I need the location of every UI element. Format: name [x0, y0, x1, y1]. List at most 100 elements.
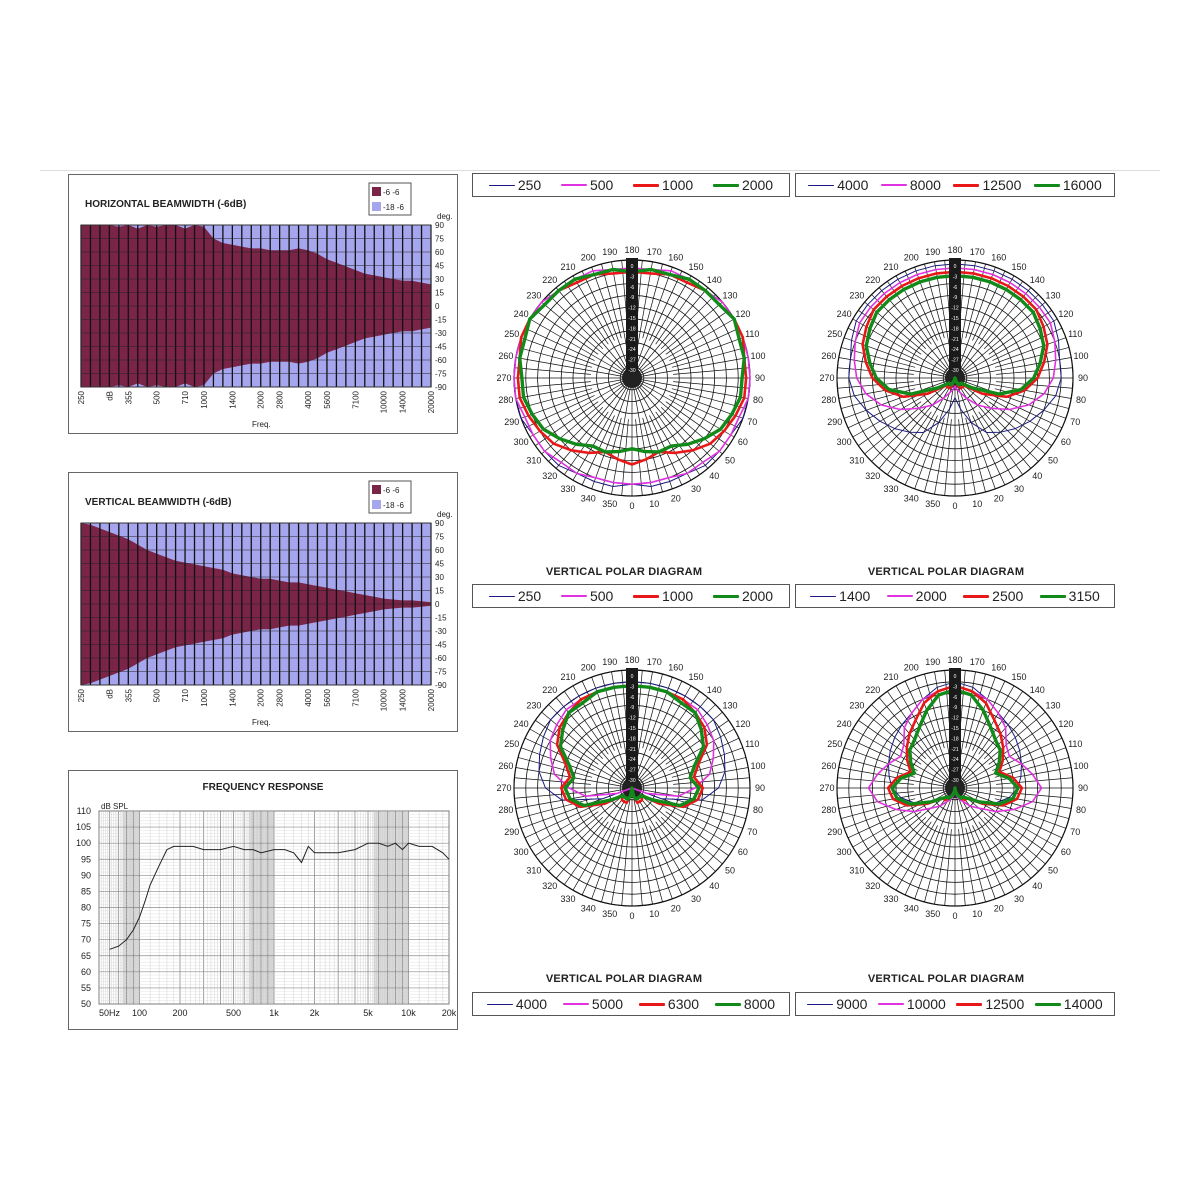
polar1-angle-label: 310	[526, 455, 541, 465]
polar3-angle-label: 80	[753, 805, 763, 815]
polar3-angle-label: 110	[745, 739, 759, 749]
polar3-spoke	[649, 680, 683, 751]
polar1-spoke	[634, 266, 673, 371]
polar2-radial-label: -21	[951, 337, 958, 343]
polar3-spoke	[637, 792, 723, 865]
polar4-angle-label: 110	[1068, 739, 1082, 749]
polar4-angle-label: 320	[865, 881, 880, 891]
polar1-spoke	[638, 381, 735, 438]
legend-item: 1000	[633, 588, 693, 604]
polar2-spoke	[838, 357, 948, 377]
legend-label: 9000	[836, 996, 868, 1012]
polar2-spoke	[958, 275, 1015, 372]
polar4-angle-label: 200	[904, 663, 919, 673]
legend-label: 10000	[906, 996, 946, 1012]
polar4-angle-label: 40	[1032, 881, 1042, 891]
polar1-angle-label: 40	[709, 471, 719, 481]
polar4-spoke	[904, 825, 938, 896]
polar2-spoke	[934, 385, 954, 495]
legend-swatch	[638, 1002, 665, 1006]
hbw-legend-swatch-2	[372, 202, 381, 211]
polar3-angle-label: 220	[542, 685, 557, 695]
hbw-ylabel: deg.	[437, 212, 453, 221]
vbw-ytick-label: -15	[435, 614, 447, 623]
polar1-angle-label: 320	[542, 471, 557, 481]
polar1-angle-label: 50	[725, 455, 735, 465]
polar4-spoke	[958, 829, 966, 906]
polar4-spoke	[983, 816, 1039, 872]
vbw-xtick-label: 500	[153, 688, 162, 702]
polar3-spoke	[669, 805, 740, 839]
polar3-angle-label: 170	[647, 657, 662, 667]
polar1-spoke	[633, 385, 653, 495]
polar2-radial-label: 0	[954, 264, 957, 270]
legend-item: 500	[560, 177, 614, 193]
polar4-angle-label: 0	[952, 911, 957, 921]
legend-row-1: 250 500 1000 2000	[472, 173, 790, 197]
polar4-radial-label: -30	[951, 778, 958, 784]
polar3-spoke	[660, 816, 716, 872]
polar3-spoke	[665, 720, 729, 765]
polar1-radial-label: -27	[628, 358, 635, 364]
legend-label: 12500	[985, 996, 1025, 1012]
polar-title-3: VERTICAL POLAR DIAGRAM	[545, 973, 703, 985]
hbw-legend: -6 -6 -18 -6	[368, 182, 412, 216]
legend-swatch	[1039, 594, 1066, 598]
polar1-spoke	[581, 270, 615, 341]
polar1-radial-label: -30	[628, 368, 635, 374]
polar3-angle-label: 250	[504, 739, 519, 749]
frequency-response-chart: FREQUENCY RESPONSE dB SPL 110 105 100 95 90 85 8…	[76, 782, 457, 1018]
legend-label: 1000	[662, 177, 694, 193]
polar3-angle-label: 230	[526, 701, 541, 711]
polar-plot-4: 180 1701601501401301201101009080706050403…	[819, 655, 1088, 921]
vbw-xtick-label: 4000	[304, 688, 313, 706]
vbw-xtick-label: 20000	[427, 688, 436, 711]
polar3-spoke	[535, 811, 599, 856]
polar3-spoke	[601, 827, 622, 903]
polar1-grid	[513, 259, 751, 497]
legend-item: 2500	[963, 588, 1023, 604]
polar4-spoke	[996, 777, 1073, 785]
polar2-radial-label: -27	[951, 358, 958, 364]
legend-swatch	[807, 1003, 834, 1005]
polar4-spoke	[972, 825, 1006, 896]
polar3-spoke	[634, 795, 673, 900]
polar4-angle-label: 170	[970, 657, 985, 667]
polar3-radial-label: -6	[630, 695, 635, 701]
polar4-spoke	[914, 676, 953, 781]
polar4-angle-label: 180	[947, 655, 962, 665]
legend-swatch	[486, 1003, 513, 1005]
fr-xtick-label: 1k	[269, 1008, 279, 1018]
polar3-angle-label: 40	[709, 881, 719, 891]
polar2-spoke	[864, 382, 950, 455]
legend-item: 4000	[808, 177, 868, 193]
polar3-radial-label: -3	[630, 684, 635, 690]
legend-swatch	[560, 184, 587, 186]
fr-xtick-label: 50Hz	[99, 1008, 121, 1018]
polar4-spoke	[843, 747, 948, 786]
polar3-radial-label: -27	[628, 768, 635, 774]
polar2-radial-label: -6	[953, 285, 958, 291]
legend-swatch	[712, 594, 739, 598]
legend-swatch	[488, 184, 515, 186]
polar1-spoke	[673, 381, 750, 389]
hbw-ytick-label: 90	[435, 221, 444, 230]
polar2-spoke	[864, 301, 950, 374]
hbw-xtick-label: 5600	[323, 390, 332, 408]
fr-xtick-label: 200	[172, 1008, 187, 1018]
legend-item: 500	[560, 588, 613, 604]
fr-ytick-label: 95	[81, 854, 91, 864]
polar3-angle-label: 300	[514, 847, 529, 857]
polar3-radial-label: 0	[631, 674, 634, 680]
legend-row-4: 1400 2000 2500 3150	[795, 584, 1115, 608]
legend-swatch	[880, 184, 907, 186]
polar1-spoke	[660, 406, 716, 462]
legend-label: 500	[589, 177, 614, 193]
polar1-angle-label: 90	[755, 373, 765, 383]
vbw-xtick-label: 1000	[200, 688, 209, 706]
polar3-spoke	[611, 795, 631, 905]
fr-xtick-label: 500	[226, 1008, 241, 1018]
polar1-angle-label: 150	[688, 262, 703, 272]
polar4-radial-label: -21	[951, 747, 958, 753]
fr-xtick-label: 20k	[442, 1008, 457, 1018]
